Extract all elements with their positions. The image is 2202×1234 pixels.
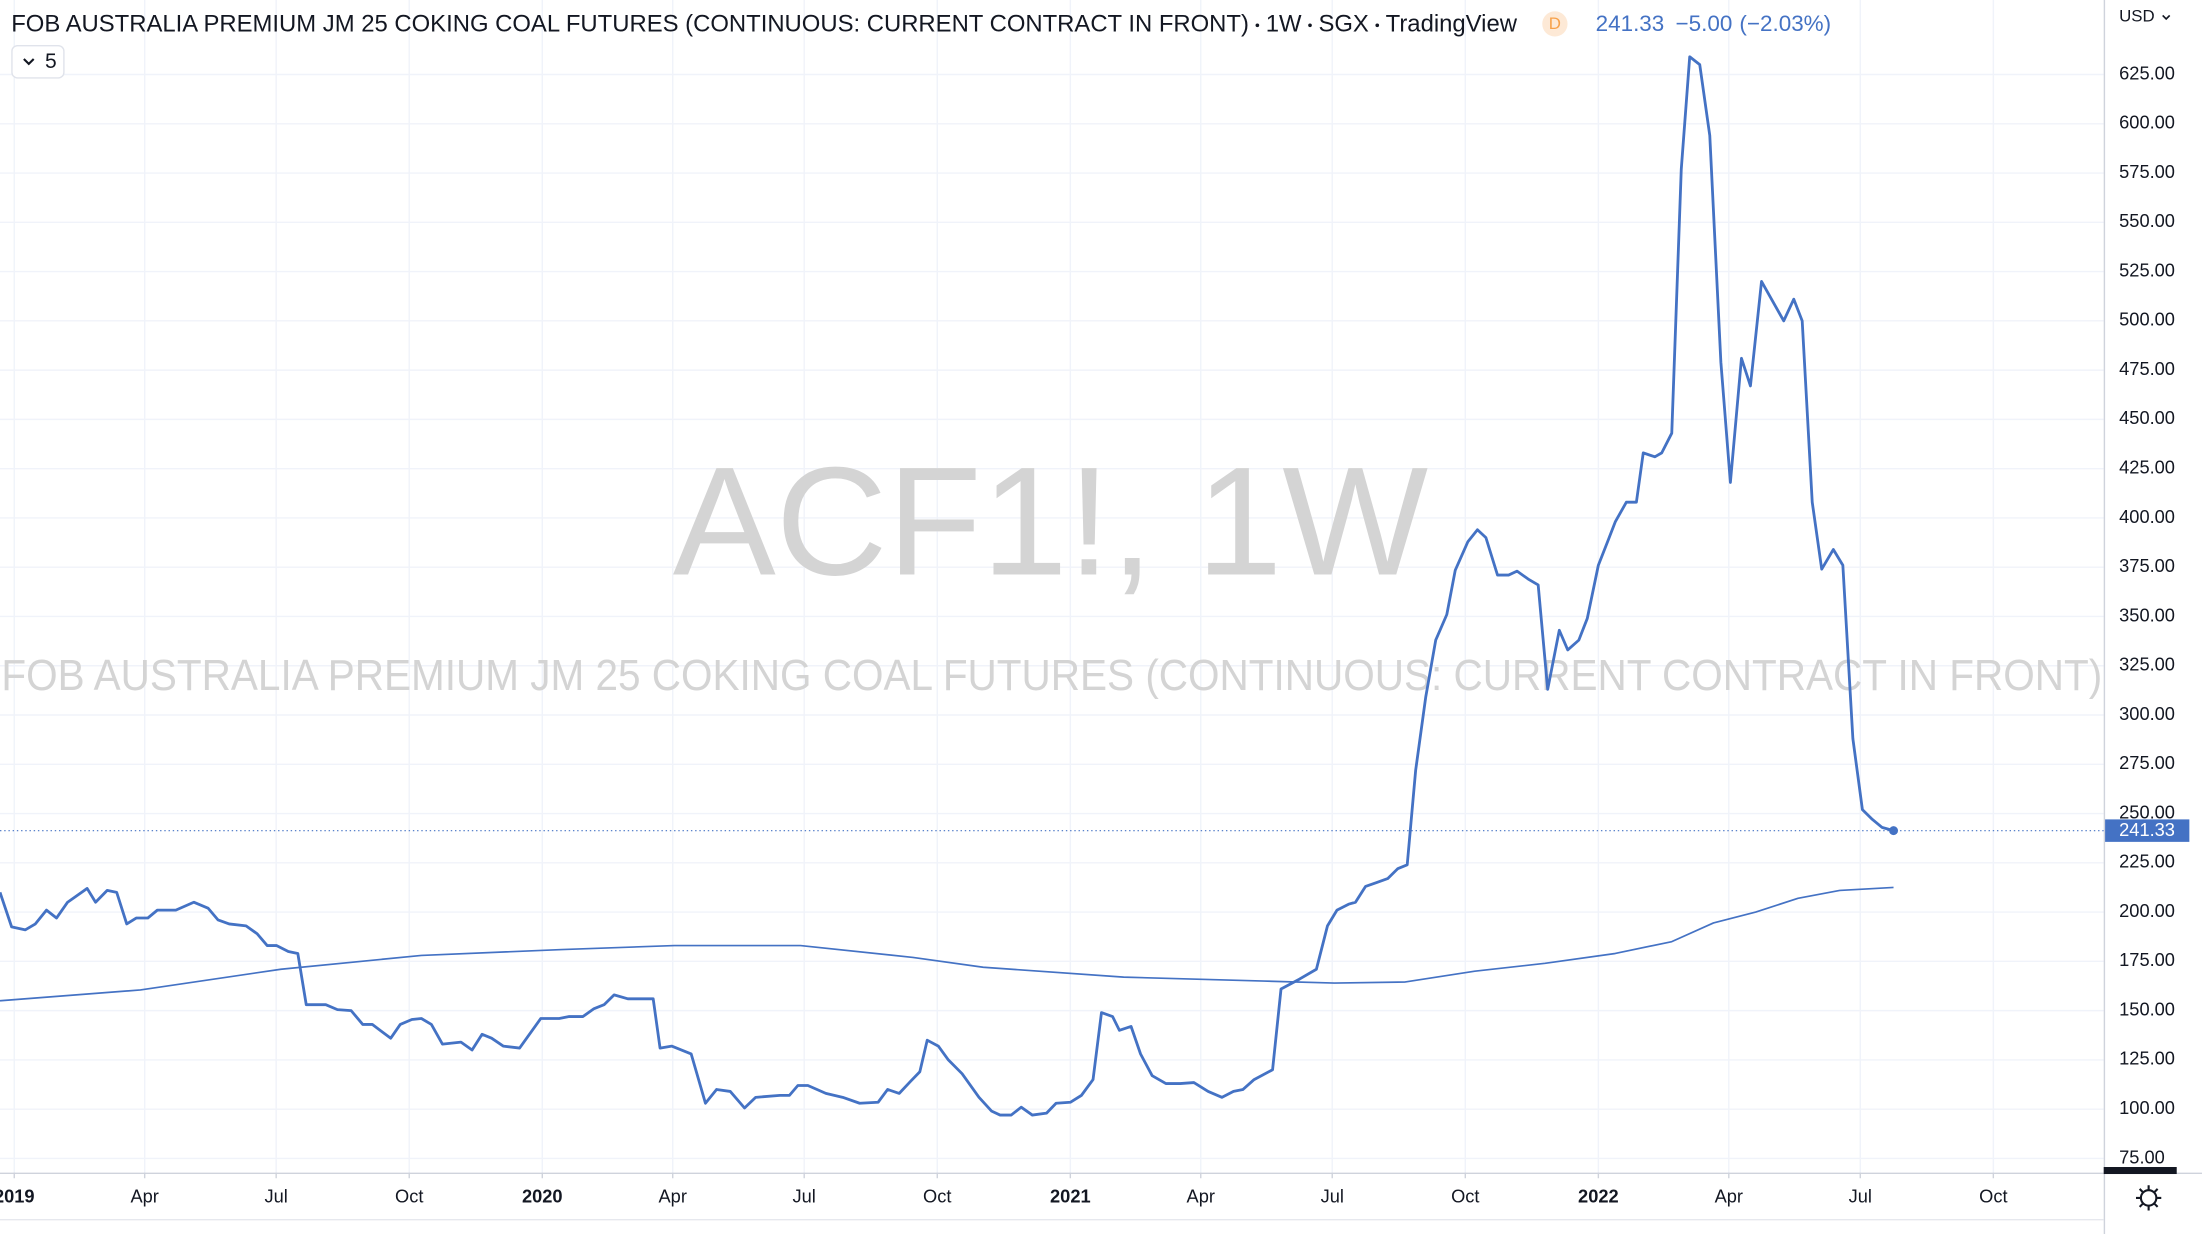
y-tick-label: 450.00 bbox=[2119, 407, 2175, 428]
plot bbox=[0, 55, 2104, 1117]
watermark-symbol: ACF1!, 1W bbox=[673, 434, 1429, 607]
y-tick-label: 575.00 bbox=[2119, 161, 2175, 182]
exchange: SGX bbox=[1318, 11, 1368, 38]
separator-dot bbox=[1375, 23, 1380, 28]
y-tick-label: 300.00 bbox=[2119, 703, 2175, 724]
x-tick-label: Jul bbox=[264, 1186, 287, 1207]
x-tick-label: 2022 bbox=[1578, 1186, 1619, 1207]
y-tick-label: 600.00 bbox=[2119, 112, 2175, 133]
y-tick-label: 175.00 bbox=[2119, 949, 2175, 970]
currency[interactable]: USD bbox=[2119, 6, 2155, 25]
separator-dot bbox=[1308, 23, 1312, 28]
y-tick-label: 250.00 bbox=[2119, 801, 2175, 822]
x-tick-label: Jul bbox=[1849, 1186, 1872, 1207]
x-tick-label: Oct bbox=[395, 1186, 423, 1207]
x-tick-label: 2021 bbox=[1050, 1186, 1091, 1207]
y-tick-label: 425.00 bbox=[2119, 456, 2175, 477]
x-tick-label: Oct bbox=[1979, 1186, 2007, 1207]
interval: 1W bbox=[1266, 11, 1302, 38]
y-tick-label: 375.00 bbox=[2119, 555, 2175, 576]
x-tick-label: Apr bbox=[130, 1186, 158, 1207]
source: TradingView bbox=[1386, 11, 1518, 38]
y-tick-label: 275.00 bbox=[2119, 752, 2175, 773]
x-tick-label: Apr bbox=[659, 1186, 687, 1207]
badge: D bbox=[1549, 14, 1561, 33]
watermark-description: FOB AUSTRALIA PREMIUM JM 25 COKING COAL … bbox=[1, 652, 2102, 700]
separator-dot bbox=[1255, 23, 1260, 28]
price-change: −5.00 bbox=[1676, 11, 1733, 36]
price-line bbox=[0, 55, 1894, 1117]
grid bbox=[0, 0, 2104, 1173]
axis-scroll-marker bbox=[2103, 1167, 2177, 1175]
gear[interactable] bbox=[2139, 1189, 2158, 1207]
y-tick-label: 225.00 bbox=[2119, 851, 2175, 872]
y-tick-label: 325.00 bbox=[2119, 654, 2175, 675]
badge-circle bbox=[1542, 11, 1568, 37]
currency-button[interactable]: USD bbox=[2119, 6, 2171, 25]
x-tick-label: Jul bbox=[793, 1186, 816, 1207]
last-price-tag-label: 241.33 bbox=[2119, 819, 2175, 840]
x-tick-label: Apr bbox=[1187, 1186, 1215, 1207]
y-tick-label: 475.00 bbox=[2119, 358, 2175, 379]
settings-button[interactable] bbox=[2135, 1185, 2162, 1211]
chevron bbox=[23, 58, 35, 66]
axes: 75.00 100.00 125.00 150.00 175.00 200.00 225.0… bbox=[0, 62, 2190, 1207]
x-tick-label: 2020 bbox=[522, 1186, 563, 1207]
gear-teeth bbox=[2135, 1185, 2162, 1211]
y-tick-label: 75.00 bbox=[2119, 1146, 2165, 1167]
y-tick-label: 100.00 bbox=[2119, 1097, 2175, 1118]
last-price: 241.33 bbox=[1596, 11, 1665, 36]
chevron bbox=[2162, 14, 2171, 21]
y-tick-label: 350.00 bbox=[2119, 604, 2175, 625]
y-tick-label: 150.00 bbox=[2119, 998, 2175, 1019]
price-change-pct: (−2.03%) bbox=[1739, 11, 1831, 36]
moving-average-line bbox=[0, 886, 1894, 1002]
header: FOB AUSTRALIA PREMIUM JM 25 COKING COAL … bbox=[11, 11, 1249, 38]
collapse-count: 5 bbox=[45, 50, 57, 73]
x-tick-label: Oct bbox=[923, 1186, 951, 1207]
y-tick-label: 500.00 bbox=[2119, 309, 2175, 330]
y-tick-label: 400.00 bbox=[2119, 506, 2175, 527]
y-tick-label: 625.00 bbox=[2119, 62, 2175, 83]
x-tick-label: Jul bbox=[1321, 1186, 1344, 1207]
x-tick-label: Oct bbox=[1451, 1186, 1479, 1207]
y-tick-label: 125.00 bbox=[2119, 1048, 2175, 1069]
collapse-button[interactable]: 5 bbox=[11, 44, 65, 79]
y-tick-label: 525.00 bbox=[2119, 259, 2175, 280]
y-tick-label: 550.00 bbox=[2119, 210, 2175, 231]
x-tick-label: Apr bbox=[1715, 1186, 1743, 1207]
symbol-title: FOB AUSTRALIA PREMIUM JM 25 COKING COAL … bbox=[11, 11, 1249, 38]
last-point bbox=[1889, 826, 1899, 836]
collapse-box[interactable] bbox=[11, 44, 65, 79]
y-tick-label: 200.00 bbox=[2119, 900, 2175, 921]
last-price-tag bbox=[2105, 819, 2190, 842]
x-tick-label: 2019 bbox=[0, 1186, 35, 1207]
